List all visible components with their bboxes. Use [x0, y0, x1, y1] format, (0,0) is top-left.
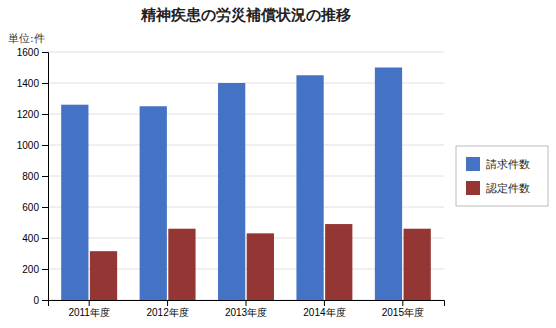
bar — [90, 251, 117, 300]
tick-mark — [42, 145, 48, 146]
tick-mark — [42, 83, 48, 84]
legend-swatch — [466, 157, 480, 171]
tick-mark — [167, 300, 168, 306]
series — [61, 68, 402, 301]
tick: 1000 — [17, 140, 48, 151]
tick-label: 2012年度 — [146, 307, 188, 318]
tick: 1400 — [17, 78, 48, 89]
tick-mark — [42, 52, 48, 53]
tick-mark — [324, 300, 325, 306]
bar — [140, 106, 167, 300]
tick: 200 — [22, 264, 48, 275]
tick-mark — [246, 300, 247, 306]
tick: 600 — [22, 202, 48, 213]
tick: 2014年度 — [303, 300, 345, 318]
tick: 2011年度 — [68, 300, 110, 318]
plot: 0 200 400 600 800 1000 1200 1400 1600 2011年度 2012年… — [17, 47, 445, 318]
bar — [375, 68, 402, 301]
tick-mark — [402, 300, 403, 306]
tick: 400 — [22, 233, 48, 244]
tick-label: 2013年度 — [225, 307, 267, 318]
series — [90, 224, 431, 300]
tick-label: 600 — [22, 202, 39, 213]
legend: 請求件数認定件数 — [456, 146, 548, 206]
tick-mark — [42, 207, 48, 208]
tick-mark — [42, 269, 48, 270]
annotation: 単位:件 — [8, 32, 45, 45]
bars — [61, 68, 431, 301]
bar — [168, 229, 195, 300]
legend-label: 請求件数 — [486, 158, 530, 171]
bar — [247, 233, 274, 300]
tick-mark — [42, 176, 48, 177]
x-axis: 2011年度 2012年度 2013年度 2014年度 2015年度 — [49, 300, 445, 318]
tick: 0 — [33, 295, 48, 306]
tick-label: 800 — [22, 171, 39, 182]
title: 精神疾患の労災補償状況の推移 — [140, 6, 351, 24]
axis-domain — [42, 53, 49, 301]
tick: 2015年度 — [382, 300, 424, 318]
grid — [48, 52, 444, 300]
bar — [296, 75, 323, 300]
tick: 1200 — [17, 109, 48, 120]
tick-label: 200 — [22, 264, 39, 275]
tick: 2013年度 — [225, 300, 267, 318]
tick: 2012年度 — [146, 300, 188, 318]
tick-mark — [42, 114, 48, 115]
tick: 1600 — [17, 47, 48, 58]
tick-label: 0 — [33, 295, 39, 306]
tick: 800 — [22, 171, 48, 182]
tick-mark — [42, 238, 48, 239]
axis-domain — [49, 301, 445, 307]
bar — [218, 83, 245, 300]
grid-line — [48, 52, 444, 53]
legend-item: 請求件数 — [466, 157, 530, 171]
legend-swatch — [466, 181, 480, 195]
tick-label: 2014年度 — [303, 307, 345, 318]
tick-label: 2015年度 — [382, 307, 424, 318]
legend-frame — [456, 146, 548, 206]
bar — [404, 229, 431, 300]
tick-label: 1200 — [17, 109, 40, 120]
tick-mark — [42, 300, 48, 301]
bar — [325, 224, 352, 300]
tick-label: 2011年度 — [68, 307, 110, 318]
tick-label: 1600 — [17, 47, 40, 58]
legend-item: 認定件数 — [466, 181, 530, 195]
legend-label: 認定件数 — [486, 182, 530, 195]
tick-label: 1000 — [17, 140, 40, 151]
bar — [61, 105, 88, 300]
tick-label: 400 — [22, 233, 39, 244]
chart: 0 200 400 600 800 1000 1200 1400 1600 2011年度 2012年… — [0, 0, 556, 328]
y-axis: 0 200 400 600 800 1000 1200 1400 1600 — [17, 47, 49, 306]
tick-mark — [89, 300, 90, 306]
tick-label: 1400 — [17, 78, 40, 89]
